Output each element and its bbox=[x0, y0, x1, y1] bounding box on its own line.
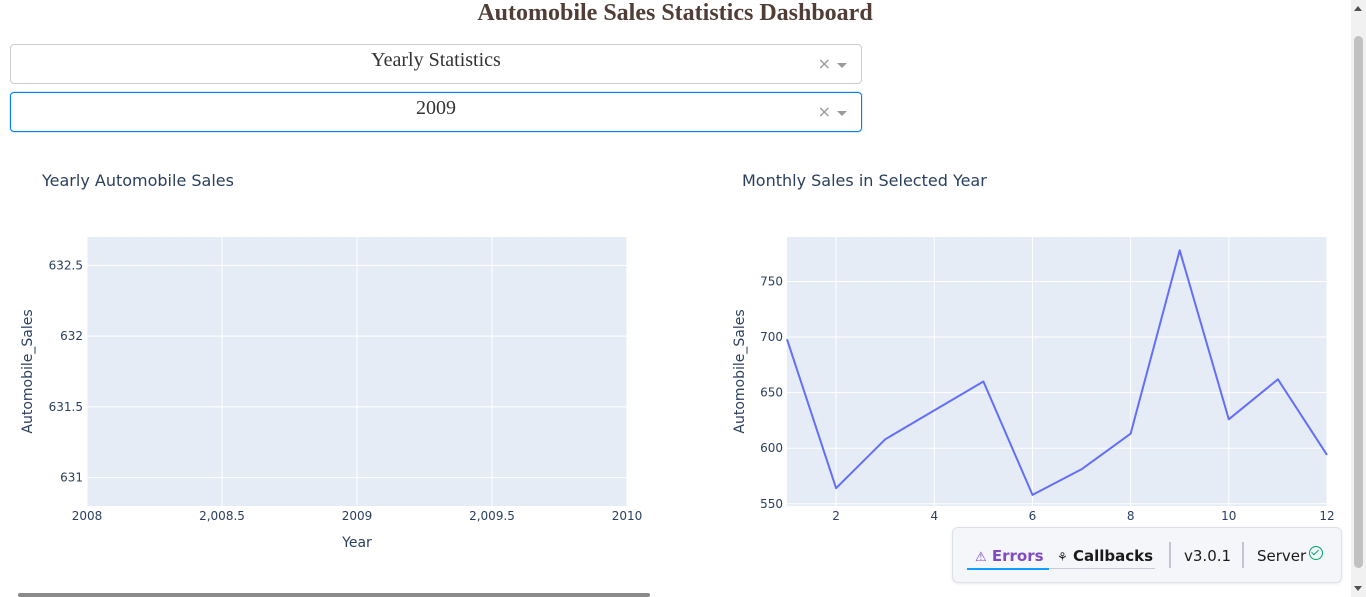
version-label: v3.0.1 bbox=[1184, 547, 1232, 565]
statistics-dropdown[interactable]: Yearly Statistics × bbox=[10, 44, 862, 84]
x-tick-label: 4 bbox=[930, 509, 938, 523]
x-axis-title: Year bbox=[341, 535, 372, 551]
dash-devtools-bar: ⚠ Errors ⚘ Callbacks v3.0.1 Server bbox=[952, 527, 1342, 583]
warning-icon: ⚠ bbox=[975, 550, 987, 565]
y-tick-label: 750 bbox=[760, 274, 783, 288]
x-tick-label: 2010 bbox=[612, 509, 643, 523]
y-axis-title: Automobile_Sales bbox=[732, 309, 748, 433]
y-tick-label: 632.5 bbox=[49, 258, 83, 272]
x-tick-label: 2,009.5 bbox=[469, 509, 515, 523]
x-tick-label: 2008 bbox=[72, 509, 103, 523]
monthly-sales-chart[interactable]: 550 600 650 700 750 2 4 6 8 10 12 Automobile_Sales bbox=[700, 200, 1340, 530]
yearly-chart-title: Yearly Automobile Sales bbox=[42, 171, 234, 190]
plot-area bbox=[787, 237, 1327, 506]
divider bbox=[1242, 542, 1244, 568]
yearly-sales-chart[interactable]: 631 631.5 632 632.5 2008 2,008.5 2009 2,009.5 20… bbox=[0, 200, 680, 560]
callbacks-icon: ⚘ bbox=[1057, 550, 1068, 564]
check-circle-icon bbox=[1309, 546, 1323, 560]
y-tick-label: 632 bbox=[60, 329, 83, 343]
close-icon[interactable]: × bbox=[817, 102, 831, 121]
horizontal-scrollbar[interactable] bbox=[18, 593, 650, 597]
statistics-dropdown-value: Yearly Statistics bbox=[371, 49, 501, 71]
chevron-down-icon[interactable] bbox=[837, 111, 847, 116]
x-tick-label: 6 bbox=[1029, 509, 1037, 523]
x-tick-label: 12 bbox=[1319, 509, 1334, 523]
callbacks-tab-underline bbox=[1049, 568, 1155, 569]
scroll-down-icon[interactable] bbox=[1354, 586, 1362, 591]
y-tick-label: 700 bbox=[760, 330, 783, 344]
callbacks-label: Callbacks bbox=[1073, 547, 1154, 565]
x-tick-label: 2,008.5 bbox=[199, 509, 245, 523]
server-status[interactable]: Server bbox=[1257, 547, 1307, 565]
scroll-up-icon[interactable] bbox=[1354, 6, 1362, 11]
y-tick-label: 631 bbox=[60, 471, 83, 485]
monthly-chart-title: Monthly Sales in Selected Year bbox=[742, 171, 987, 190]
y-tick-label: 650 bbox=[760, 386, 783, 400]
x-tick-label: 2 bbox=[832, 509, 840, 523]
series-line bbox=[786, 249, 1328, 496]
year-dropdown[interactable]: 2009 × bbox=[10, 92, 862, 132]
errors-tab[interactable]: ⚠ Errors bbox=[975, 547, 1044, 565]
y-tick-label: 600 bbox=[760, 441, 783, 455]
x-tick-label: 2009 bbox=[342, 509, 373, 523]
page-title: Automobile Sales Statistics Dashboard bbox=[477, 0, 873, 26]
errors-tab-underline bbox=[967, 568, 1049, 570]
year-dropdown-value: 2009 bbox=[416, 97, 456, 119]
vertical-scrollbar[interactable] bbox=[1351, 0, 1366, 597]
close-icon[interactable]: × bbox=[817, 54, 831, 73]
divider bbox=[1169, 542, 1171, 568]
scrollbar-thumb[interactable] bbox=[1354, 36, 1363, 568]
chevron-down-icon[interactable] bbox=[837, 63, 847, 68]
x-tick-label: 8 bbox=[1127, 509, 1135, 523]
y-tick-label: 550 bbox=[760, 497, 783, 511]
callbacks-tab[interactable]: ⚘ Callbacks bbox=[1057, 547, 1153, 565]
errors-label: Errors bbox=[991, 547, 1044, 565]
x-tick-label: 10 bbox=[1221, 509, 1236, 523]
y-axis-title: Automobile_Sales bbox=[20, 309, 36, 433]
y-tick-label: 631.5 bbox=[49, 400, 83, 414]
